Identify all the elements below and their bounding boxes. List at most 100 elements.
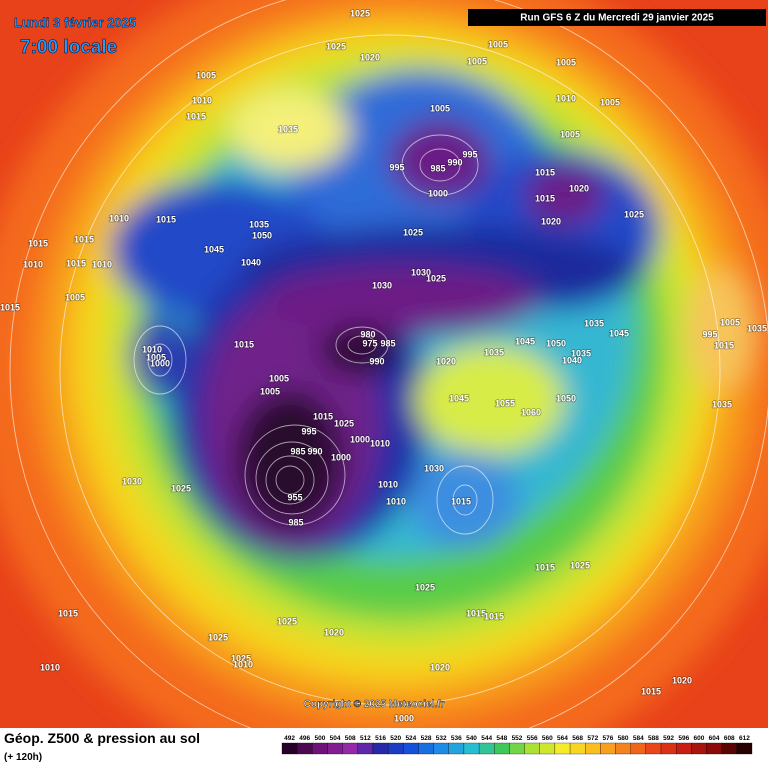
colorbar-swatch: [281, 742, 298, 755]
isobar-label: 995: [702, 329, 717, 339]
colorbar-label: 552: [512, 735, 523, 742]
colorbar-label: 556: [527, 735, 538, 742]
isobar-label: 1010: [386, 496, 406, 506]
isobar-label: 1010: [378, 479, 398, 489]
isobar-label: 1020: [436, 356, 456, 366]
isobar-label: 1000: [428, 188, 448, 198]
isobar-label: 1015: [466, 608, 486, 618]
isobar-label: 1025: [208, 632, 228, 642]
isobar-label: 1025: [231, 653, 251, 663]
colorbar-label: 588: [648, 735, 659, 742]
isobar-label: 1045: [609, 328, 629, 338]
isobar-label: 1060: [521, 407, 541, 417]
colorbar-swatch: [706, 742, 722, 755]
isobar-label: 1025: [171, 483, 191, 493]
isobar-label: 1025: [624, 209, 644, 219]
isobar-label: 1015: [535, 562, 555, 572]
isobar-label: 985: [380, 338, 395, 348]
colorbar-swatch: [524, 742, 540, 755]
isobar-label: 1020: [569, 183, 589, 193]
colorbar-label: 512: [360, 735, 371, 742]
colorbar-swatch: [660, 742, 677, 755]
colorbar-swatch: [494, 742, 510, 755]
copyright: Copyright © 2025 Meteociel.fr: [304, 699, 445, 710]
isobar-label: 1020: [541, 216, 561, 226]
colorbar-swatch: [691, 742, 707, 755]
isobar-label: 990: [447, 157, 462, 167]
isobar-label: 1025: [415, 582, 435, 592]
isobar-label: 1020: [324, 627, 344, 637]
isobar-label: 1055: [495, 398, 515, 408]
colorbar-label: 572: [587, 735, 598, 742]
isobar-label: 1005: [467, 56, 487, 66]
colorbar-label: 604: [709, 735, 720, 742]
isobar-label: 985: [288, 517, 303, 527]
colorbar-label: 528: [421, 735, 432, 742]
colorbar-swatch: [433, 742, 449, 755]
isobar-label: 1035: [249, 219, 269, 229]
isobar-label: 1015: [74, 234, 94, 244]
colorbar-swatch: [342, 742, 358, 755]
isobar-label: 1020: [672, 675, 692, 685]
isobar-label: 1005: [560, 129, 580, 139]
isobar-label: 1005: [196, 70, 216, 80]
isobar-label: 955: [287, 492, 302, 502]
footer-lead: (+ 120h): [4, 752, 42, 763]
isobar-label: 1035: [712, 399, 732, 409]
isobar-label: 1050: [546, 338, 566, 348]
colorbar-label: 596: [678, 735, 689, 742]
colorbar-label: 584: [633, 735, 644, 742]
isobar-label: 1005: [600, 97, 620, 107]
isobar-label: 1015: [535, 193, 555, 203]
isobar-label: 1010: [142, 344, 162, 354]
isobar-label: 1000: [394, 713, 414, 723]
colorbar-swatch: [509, 742, 525, 755]
isobar-label: 1030: [372, 280, 392, 290]
colorbar-swatch: [615, 742, 631, 755]
isobar-label: 1000: [150, 358, 170, 368]
isobar-label: 1025: [334, 418, 354, 428]
isobar-label: 985: [430, 163, 445, 173]
isobar-label: 995: [462, 149, 477, 159]
isobar-label: 1025: [426, 273, 446, 283]
isobar-label: 1000: [350, 434, 370, 444]
isobar-label: 1015: [28, 238, 48, 248]
isobar-label: 1015: [156, 214, 176, 224]
colorbar-label: 516: [375, 735, 386, 742]
isobar-label: 1035: [571, 348, 591, 358]
isobar-label: 1015: [0, 302, 20, 312]
isobar-label: 1035: [747, 323, 767, 333]
isobar-label: 1045: [515, 336, 535, 346]
colorbar-label: 500: [314, 735, 325, 742]
isobar-label: 1005: [146, 352, 166, 362]
colorbar-label: 540: [466, 735, 477, 742]
colorbar-swatch: [312, 742, 328, 755]
colorbar-label: 532: [436, 735, 447, 742]
isobar-label: 1035: [584, 318, 604, 328]
isobar-label: 1050: [556, 393, 576, 403]
isobar-label: 1025: [350, 8, 370, 18]
colorbar-label: 536: [451, 735, 462, 742]
isobar-label: 1005: [720, 317, 740, 327]
colorbar-label: 508: [345, 735, 356, 742]
colorbar-label: 504: [330, 735, 341, 742]
run-label: Run GFS 6 Z du Mercredi 29 janvier 2025: [520, 13, 714, 24]
isobar-label: 1030: [122, 476, 142, 486]
isobar-label: 1015: [186, 111, 206, 121]
isobar-label: 980: [360, 329, 375, 339]
isobar-label: 1040: [241, 257, 261, 267]
isobar-label: 1010: [109, 213, 129, 223]
isobar-label: 1050: [252, 230, 272, 240]
colorbar: 492 496 500 504 508 512 516 520 524 528 532 536 540 5…: [281, 735, 753, 755]
colorbar-label: 592: [663, 735, 674, 742]
isobar-label: 990: [369, 356, 384, 366]
isobar-label: 1010: [556, 93, 576, 103]
colorbar-label: 580: [618, 735, 629, 742]
isobar-label: 995: [389, 162, 404, 172]
isobar-label: 1040: [562, 355, 582, 365]
isobar-label: 1035: [484, 347, 504, 357]
isobar-label: 1015: [58, 608, 78, 618]
run-box: [468, 9, 766, 26]
footer-title: Géop. Z500 & pression au sol: [4, 730, 200, 746]
isobar-label: 1005: [556, 57, 576, 67]
